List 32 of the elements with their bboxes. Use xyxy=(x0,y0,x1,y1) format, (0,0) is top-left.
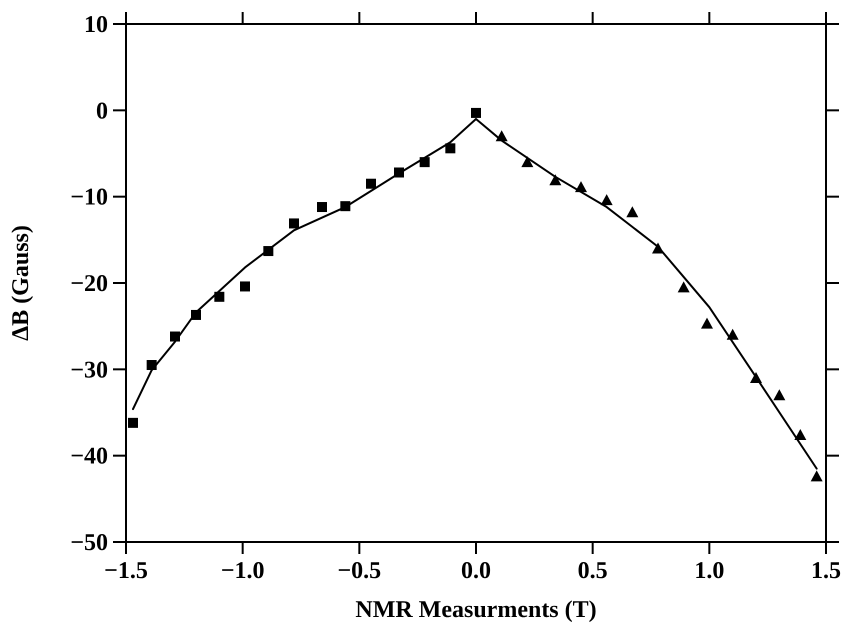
point xyxy=(214,292,224,302)
y-tick-label: −50 xyxy=(70,530,108,556)
y-tick-label: −30 xyxy=(70,357,108,384)
point xyxy=(366,178,376,189)
point xyxy=(701,318,713,329)
x-tick-label: −1.0 xyxy=(220,558,265,584)
point xyxy=(317,202,327,212)
y-tick-label: −40 xyxy=(70,444,108,470)
point xyxy=(445,143,456,154)
y-tick-label: −10 xyxy=(70,184,108,211)
x-tick-label: 0.5 xyxy=(578,558,608,584)
y-tick-label: −20 xyxy=(70,271,108,297)
point xyxy=(289,218,299,228)
point xyxy=(600,194,613,206)
point xyxy=(471,108,481,118)
y-tick-label: 10 xyxy=(84,12,108,38)
point xyxy=(810,470,823,482)
point xyxy=(773,389,786,400)
y-axis-title: ΔB (Gauss) xyxy=(8,225,34,341)
x-tick-label: 1.5 xyxy=(811,558,841,584)
point xyxy=(128,418,138,428)
x-tick-label: −0.5 xyxy=(337,558,382,584)
point xyxy=(626,206,638,218)
x-axis-title: NMR Measurments (T) xyxy=(355,597,597,623)
point xyxy=(794,428,806,440)
point xyxy=(240,281,250,292)
point xyxy=(678,281,690,292)
y-tick-label: 0 xyxy=(96,98,108,124)
point xyxy=(549,174,562,186)
x-tick-label: 0.0 xyxy=(461,558,491,584)
x-tick-label: 1.0 xyxy=(694,558,724,584)
x-tick-label: −1.5 xyxy=(104,558,148,584)
